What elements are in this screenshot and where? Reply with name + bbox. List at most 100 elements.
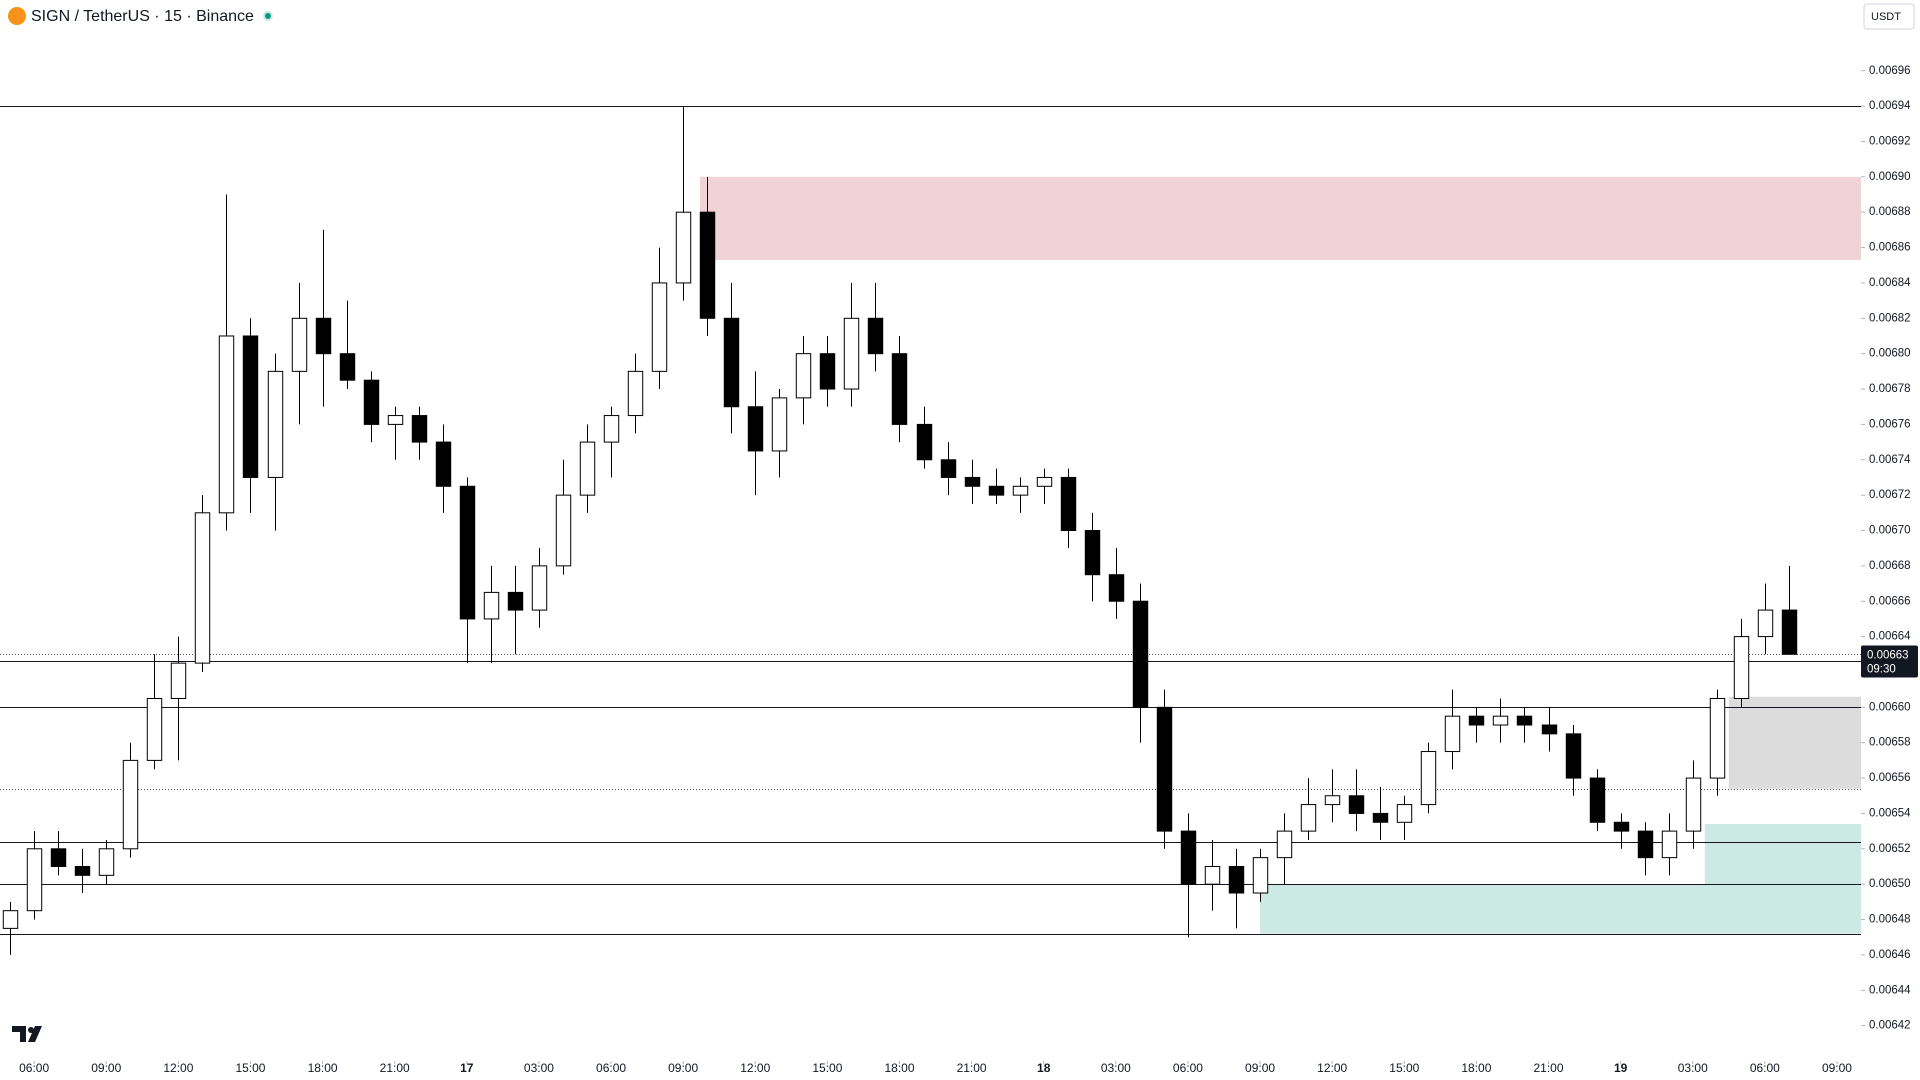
candle-body: [1132, 600, 1149, 708]
y-tick-label: 0.00644: [1869, 984, 1911, 996]
countdown-label: 09:30: [1867, 664, 1896, 676]
y-tick-label: 0.00680: [1869, 348, 1911, 360]
logo-part: [28, 1026, 42, 1042]
candle-body: [771, 397, 788, 452]
logo-part: [28, 1027, 34, 1033]
y-tick-label: 0.00650: [1869, 878, 1911, 890]
candle-body: [1060, 476, 1077, 532]
candle-body: [916, 423, 933, 461]
candle-body: [1733, 636, 1750, 699]
y-tick-label: 0.00648: [1869, 914, 1911, 926]
zone: [699, 176, 1861, 260]
candle-body: [291, 317, 308, 372]
candle-body: [1084, 530, 1101, 576]
candle-body: [1180, 830, 1197, 885]
candle-body: [1420, 751, 1437, 806]
x-tick-label: 21:00: [1533, 1061, 1563, 1075]
candle-body: [843, 317, 860, 390]
candle-body: [603, 415, 620, 443]
x-tick-label: 18: [1037, 1061, 1051, 1075]
y-tick-label: 0.00676: [1869, 418, 1911, 430]
candle-body: [2, 910, 19, 929]
candle-body: [1565, 733, 1582, 779]
x-tick-label: 15:00: [812, 1061, 842, 1075]
x-tick-label: 09:00: [91, 1061, 121, 1075]
y-tick-label: 0.00646: [1869, 949, 1911, 961]
candle-body: [723, 317, 740, 408]
candle-body: [1613, 821, 1630, 832]
candle-body: [1036, 476, 1053, 487]
x-tick-label: 19: [1614, 1061, 1628, 1075]
x-tick-label: 06:00: [19, 1061, 49, 1075]
logo-part: [12, 1026, 26, 1042]
x-tick-label: 12:00: [740, 1061, 770, 1075]
x-tick-label: 09:00: [668, 1061, 698, 1075]
y-tick-label: 0.00660: [1869, 701, 1911, 713]
y-tick-label: 0.00678: [1869, 383, 1911, 395]
candle-body: [579, 441, 596, 496]
y-tick-label: 0.00696: [1869, 65, 1911, 77]
x-tick-label: 18:00: [884, 1061, 914, 1075]
price-axis-background: [1861, 0, 1920, 1080]
candle-body: [74, 865, 91, 876]
currency-box[interactable]: [1863, 3, 1915, 30]
y-tick-label: 0.00664: [1869, 631, 1911, 643]
x-tick-label: 18:00: [308, 1061, 338, 1075]
y-tick-label: 0.00652: [1869, 843, 1911, 855]
x-tick-label: 15:00: [235, 1061, 265, 1075]
zone: [1260, 884, 1861, 934]
y-tick-label: 0.00692: [1869, 135, 1911, 147]
y-tick-label: 0.00690: [1869, 171, 1911, 183]
y-tick-label: 0.00654: [1869, 807, 1911, 819]
candle-body: [627, 370, 644, 417]
x-tick-label: 12:00: [163, 1061, 193, 1075]
candle-body: [146, 697, 163, 761]
candle-body: [1324, 795, 1341, 806]
x-tick-label: 03:00: [524, 1061, 554, 1075]
candle-body: [867, 317, 884, 355]
candle-body: [1492, 715, 1509, 726]
y-tick-label: 0.00684: [1869, 277, 1911, 289]
candle-body: [1589, 777, 1606, 823]
candle-body: [26, 848, 43, 912]
x-tick-label: 12:00: [1317, 1061, 1347, 1075]
candle-body: [194, 512, 211, 664]
candles: [2, 106, 1798, 955]
candle-body: [1204, 865, 1221, 885]
x-tick-label: 17: [460, 1061, 474, 1075]
header: SIGN / TetherUS · 15 · Binance: [8, 7, 273, 25]
last-price-box: [1861, 645, 1918, 678]
x-tick-label: 15:00: [1389, 1061, 1419, 1075]
chart-title[interactable]: SIGN / TetherUS · 15 · Binance: [31, 8, 254, 25]
candle-body: [411, 415, 428, 443]
candle-body: [170, 662, 187, 699]
currency-button[interactable]: USDT: [1863, 3, 1915, 30]
candle-body: [459, 485, 476, 620]
y-tick-label: 0.00686: [1869, 242, 1911, 254]
candle-body: [363, 379, 380, 425]
y-tick-label: 0.00694: [1869, 100, 1911, 112]
candle-body: [1300, 804, 1317, 832]
symbol-icon: [8, 7, 26, 25]
candle-body: [483, 591, 500, 620]
candle-body: [675, 211, 692, 284]
candle-body: [387, 415, 404, 425]
candle-body: [1372, 812, 1389, 823]
x-tick-label: 18:00: [1461, 1061, 1491, 1075]
candle-body: [315, 317, 332, 355]
zone: [1704, 824, 1861, 885]
candle-body: [122, 759, 139, 850]
currency-label[interactable]: USDT: [1871, 11, 1901, 23]
x-tick-label: 21:00: [380, 1061, 410, 1075]
candle-body: [1516, 715, 1533, 726]
candle-body: [98, 848, 115, 876]
candle-body: [891, 353, 908, 425]
y-tick-label: 0.00682: [1869, 312, 1911, 324]
candle-body: [1757, 609, 1774, 638]
candle-body: [1637, 830, 1654, 859]
x-tick-label: 06:00: [1173, 1061, 1203, 1075]
candle-body: [1444, 715, 1461, 753]
candle-body: [339, 353, 356, 381]
candle-body: [531, 565, 548, 611]
